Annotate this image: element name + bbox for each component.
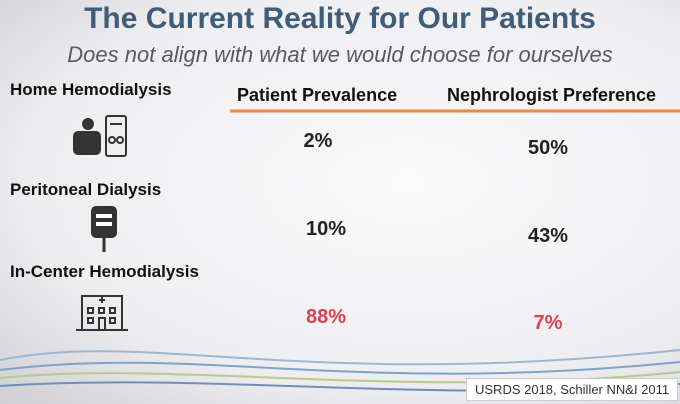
column-header: Nephrologist Preference (447, 85, 657, 105)
cell: 2% (303, 130, 333, 152)
cell: 50% (527, 137, 569, 159)
home-hd-icon (73, 115, 127, 157)
hospital-icon (76, 295, 128, 331)
cell: 88% (305, 306, 347, 328)
waves (0, 349, 680, 392)
row-label: In-Center Hemodialysis (10, 262, 199, 281)
subtitle: Does not align with what we would choose… (67, 42, 613, 67)
cell: 43% (527, 225, 569, 247)
cell: 10% (305, 218, 347, 240)
column-header: Patient Prevalence (237, 85, 398, 105)
row-label: Home Hemodialysis (10, 80, 172, 99)
source: USRDS 2018, Schiller NN&I 2011 (466, 378, 679, 401)
row-label: Peritoneal Dialysis (10, 180, 162, 199)
cell: 7% (533, 312, 563, 334)
title: The Current Reality for Our Patients (84, 2, 596, 35)
pd-bag-icon (91, 206, 117, 252)
